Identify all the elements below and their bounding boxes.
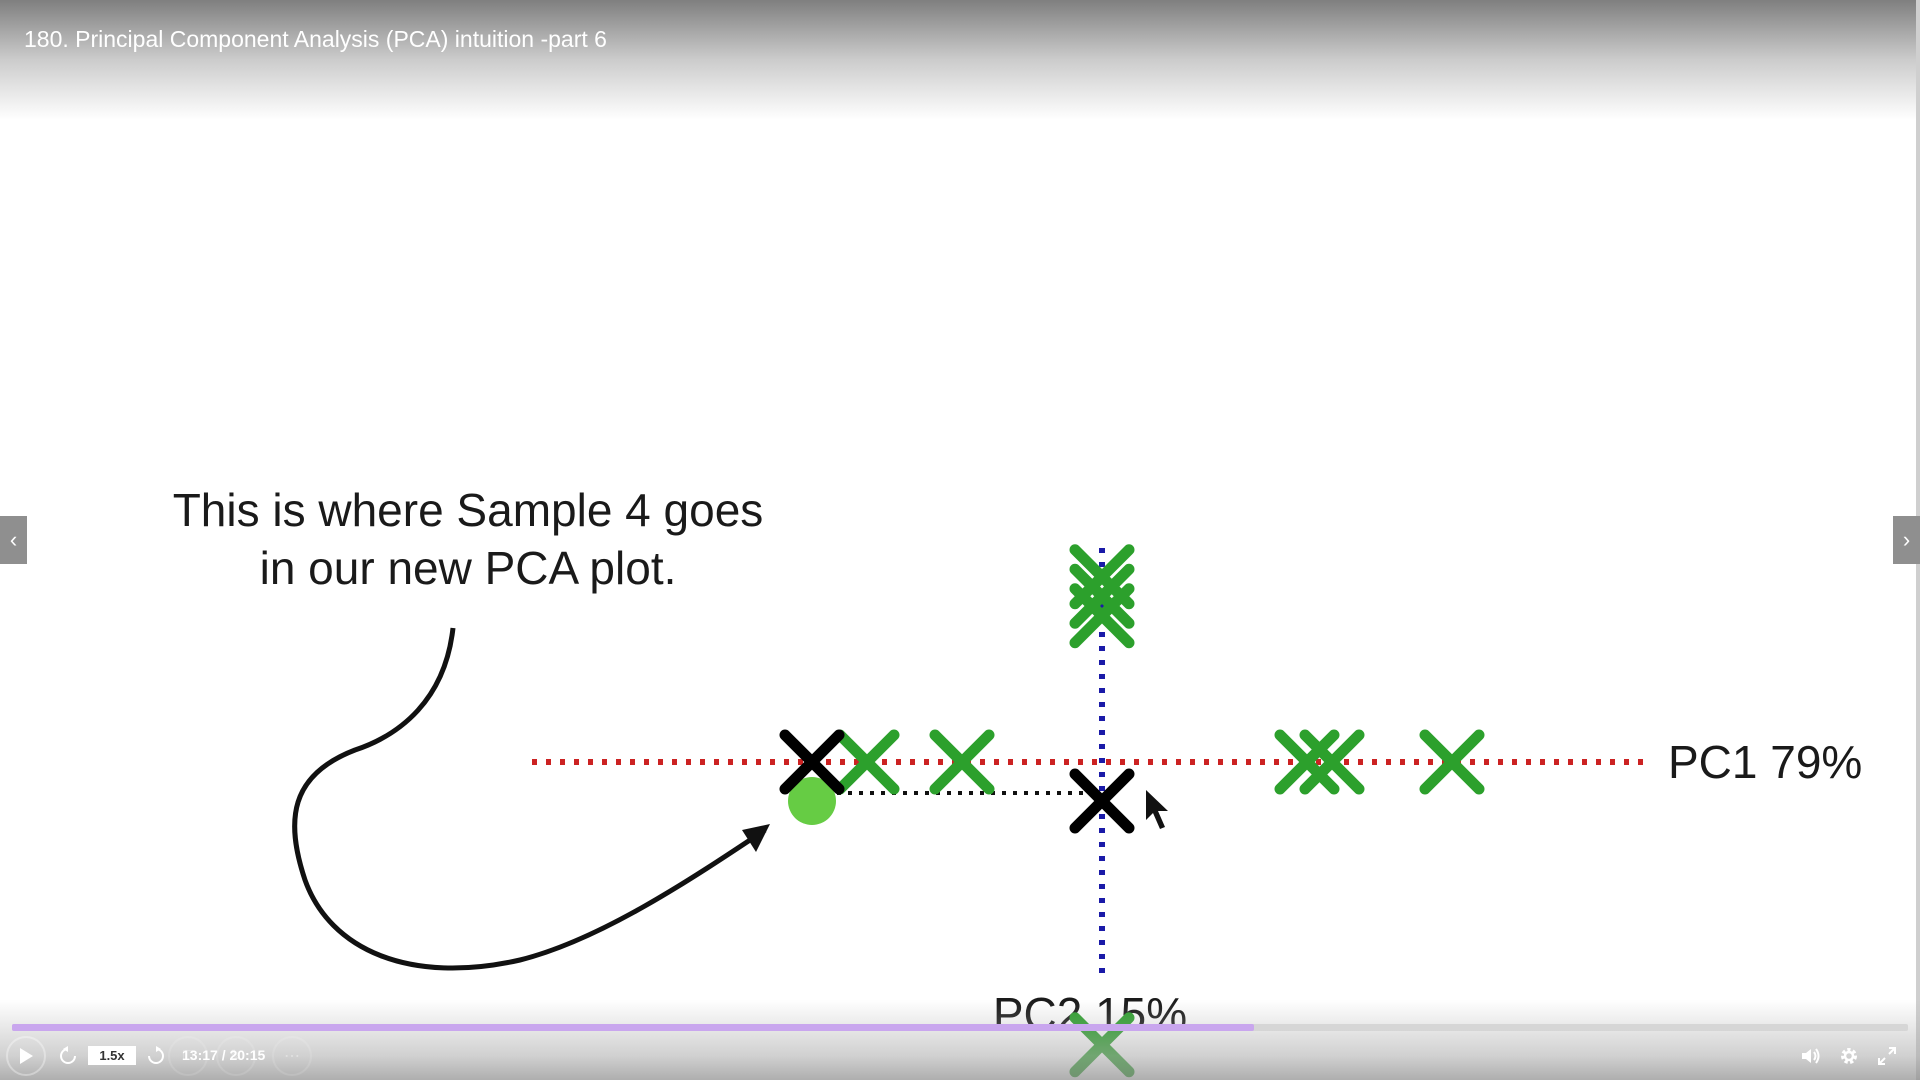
- bookmark-icon: □: [183, 1047, 193, 1064]
- next-lecture-button[interactable]: ›: [1893, 516, 1920, 564]
- gear-icon: [1841, 1048, 1857, 1064]
- sample-marker-2: [1274, 729, 1340, 795]
- caption-line-2: in our new PCA plot.: [260, 542, 677, 594]
- chevron-left-icon: ‹: [9, 527, 18, 552]
- volume-icon: [1802, 1048, 1820, 1064]
- sample-marker-4: [1419, 729, 1485, 795]
- fullscreen-icon: [1878, 1047, 1896, 1065]
- sample-4-point: [788, 777, 836, 825]
- notes-button[interactable]: ✎: [216, 1036, 256, 1076]
- mouse-cursor: [1146, 790, 1168, 829]
- sample-marker-3: [1299, 729, 1365, 795]
- previous-lecture-button[interactable]: ‹: [0, 516, 27, 564]
- rewind-button[interactable]: [48, 1036, 88, 1076]
- caption-line-1: This is where Sample 4 goes: [173, 484, 764, 536]
- sample-marker-7: [1069, 583, 1135, 649]
- pointer-arrow: [292, 627, 767, 971]
- more-button[interactable]: ⋯: [272, 1036, 312, 1076]
- chevron-right-icon: ›: [1902, 527, 1911, 552]
- highlight-marker-1: [1069, 768, 1135, 834]
- sample-marker-6: [1069, 563, 1135, 629]
- progress-bar[interactable]: [12, 1024, 1908, 1031]
- play-button[interactable]: [6, 1036, 46, 1076]
- pointer-arrowhead: [742, 824, 770, 852]
- settings-button[interactable]: [1829, 1036, 1869, 1076]
- playback-speed-button[interactable]: 1.5x: [88, 1046, 136, 1065]
- notes-icon: ✎: [229, 1048, 243, 1065]
- controls-overlay: [0, 1000, 1920, 1080]
- forward-icon: [148, 1046, 164, 1064]
- bookmark-button[interactable]: □: [168, 1036, 208, 1076]
- play-icon: [20, 1048, 33, 1064]
- forward-button[interactable]: [136, 1036, 176, 1076]
- video-title: 180. Principal Component Analysis (PCA) …: [24, 26, 607, 52]
- sample-marker-0: [834, 729, 900, 795]
- pc1-label: PC1 79%: [1668, 736, 1862, 788]
- rewind-icon: [60, 1046, 76, 1064]
- sample-marker-1: [929, 729, 995, 795]
- title-overlay: [0, 0, 1920, 120]
- volume-button[interactable]: [1791, 1036, 1831, 1076]
- more-icon: ⋯: [284, 1048, 300, 1065]
- progress-fill: [12, 1024, 1254, 1031]
- control-bar: 1.5x 13:17 / 20:15 □ ✎ ⋯: [0, 1036, 1920, 1076]
- highlight-marker-0: [779, 729, 845, 795]
- fullscreen-button[interactable]: [1867, 1036, 1907, 1076]
